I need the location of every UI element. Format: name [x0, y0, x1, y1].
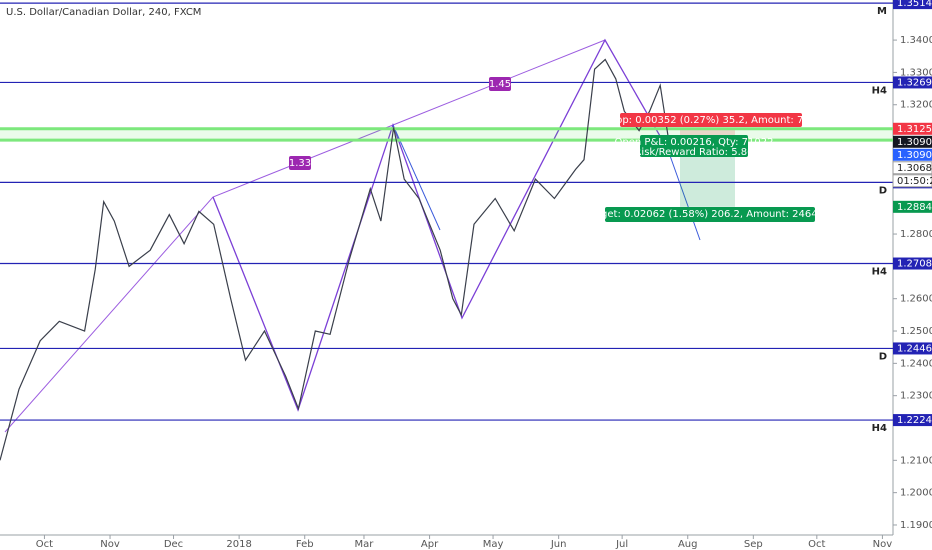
- y-tick-label: 1.32000: [900, 100, 932, 111]
- countdown-bg: [892, 174, 932, 188]
- x-tick-label: Nov: [873, 539, 893, 550]
- price-label: 1.31256: [897, 124, 932, 135]
- price-label-bg: [893, 122, 932, 135]
- y-tick-label: 1.26000: [900, 294, 932, 305]
- price-label-bg: [893, 135, 932, 148]
- stop-text-bg: [620, 113, 802, 127]
- x-tick-label: Jul: [615, 539, 628, 550]
- x-tick-label: Dec: [164, 539, 183, 550]
- level-label-bg: [893, 414, 932, 427]
- price-label: 1.30904: [897, 150, 932, 161]
- x-tick-label: Sep: [744, 539, 763, 550]
- pattern-zigzag: [212, 38, 669, 412]
- x-tick-label: Aug: [678, 539, 698, 550]
- price-label: 1.30688: [897, 163, 932, 174]
- price-line: [0, 58, 670, 461]
- y-tick-label: 1.19000: [900, 520, 932, 531]
- x-tick-label: Apr: [421, 539, 439, 550]
- pattern-label-bg: [489, 77, 511, 91]
- pnl-text: Risk/Reward Ratio: 5.86: [634, 147, 753, 158]
- y-tick-label: 1.34000: [900, 35, 932, 46]
- price-label-bg: [892, 161, 932, 175]
- x-tick-label: 2018: [226, 539, 251, 550]
- target-label-bg: [893, 200, 932, 213]
- x-tick-label: Nov: [100, 539, 120, 550]
- price-label-bg: [893, 148, 932, 161]
- projection-line: [392, 124, 441, 231]
- level-tag: D: [879, 351, 887, 362]
- y-tick-label: 1.28000: [900, 229, 932, 240]
- y-tick-label: 1.23000: [900, 391, 932, 402]
- pattern-label: 1.33: [289, 158, 311, 169]
- target-text: Target: 0.02062 (1.58%) 206.2, Amount: 2…: [586, 209, 834, 220]
- level-tag: M: [877, 6, 887, 17]
- x-tick-label: Oct: [808, 539, 825, 550]
- y-tick-label: 1.24000: [900, 358, 932, 369]
- level-tag: D: [879, 185, 887, 196]
- stop-zone: [680, 128, 735, 141]
- countdown: 01:50:20: [897, 176, 932, 187]
- y-tick-label: 1.25000: [900, 326, 932, 337]
- stop-text: Stop: 0.00352 (0.27%) 35.2, Amount: 750: [606, 115, 816, 126]
- y-tick-label: 1.20000: [900, 488, 932, 499]
- x-tick-label: Jun: [550, 539, 567, 550]
- level-label-bg: [893, 0, 932, 10]
- pnl-text: Open P&L: 0.00216, Qty: 71022: [615, 137, 774, 148]
- x-tick-label: Feb: [296, 539, 314, 550]
- x-tick-label: May: [483, 539, 504, 550]
- level-label-bg: [893, 76, 932, 89]
- level-tag: H4: [872, 85, 887, 96]
- target-text-bg: [605, 207, 815, 222]
- level-label-bg: [893, 257, 932, 270]
- x-tick-label: Oct: [36, 539, 53, 550]
- level-label: 1.24461: [897, 343, 932, 354]
- level-label: 1.35144: [897, 0, 932, 9]
- level-tag: H4: [872, 423, 887, 434]
- level-label: 1.32690: [897, 77, 932, 88]
- level-label-bg: [893, 342, 932, 355]
- y-tick-label: 1.21000: [900, 455, 932, 466]
- y-tick-label: 1.33000: [900, 67, 932, 78]
- x-tick-label: Mar: [355, 539, 375, 550]
- projection-line: [667, 149, 701, 241]
- level-tag: H4: [872, 267, 887, 278]
- level-label: 1.27088: [897, 259, 932, 270]
- price-label: 1.30904: [897, 137, 932, 148]
- pattern-label: 1.45: [489, 79, 511, 90]
- chart-title: U.S. Dollar/Canadian Dollar, 240, FXCM: [6, 7, 201, 18]
- pnl-text-bg: [640, 135, 748, 157]
- level-label: 1.22245: [897, 415, 932, 426]
- target-label: 1.28842: [897, 202, 932, 213]
- support-band: [0, 128, 893, 141]
- pattern-label-bg: [289, 156, 311, 170]
